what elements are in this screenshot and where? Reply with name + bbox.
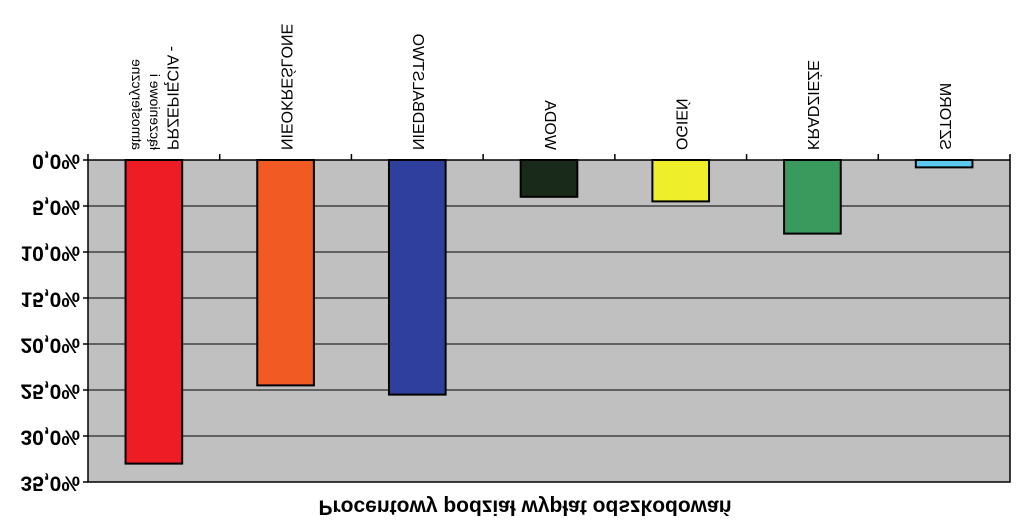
bar xyxy=(124,158,184,465)
y-tick-label: 20,0% xyxy=(20,333,80,356)
x-tick-label-line: atmosferyczne xyxy=(129,59,145,150)
x-tick-label-line: PRZEPIĘCIA - xyxy=(164,46,181,150)
x-tick-label: WODA xyxy=(541,100,558,150)
y-tick-label: 0,0% xyxy=(32,149,80,172)
y-tick-label: 35,0% xyxy=(20,471,80,494)
x-tick-label-line: OGIEŃ xyxy=(672,98,691,150)
x-tick-label-line: KRADZIEŻE xyxy=(804,60,823,150)
y-tick-label: 10,0% xyxy=(20,241,80,264)
gridlines xyxy=(87,154,1011,437)
bar xyxy=(519,158,579,198)
x-tick-label-line: WODA xyxy=(541,100,558,150)
x-tick-label: OGIEŃ xyxy=(672,98,691,150)
y-tick-label: 15,0% xyxy=(20,287,80,310)
plot-area xyxy=(87,159,1011,483)
x-tick-label: NIEOKREŚLONE xyxy=(277,24,296,150)
x-tick-label: KRADZIEŻE xyxy=(804,60,823,150)
x-tick-label-line: łączeniowe i xyxy=(147,74,163,150)
bar xyxy=(914,158,974,169)
y-tick-label: 25,0% xyxy=(20,379,80,402)
x-tick-label: SZTORM xyxy=(936,83,953,150)
y-axis: 0,0% 5,0% 10,0% 15,0% 20,0% 25,0% 30,0% 35,0% xyxy=(20,149,88,494)
y-tick-label: 5,0% xyxy=(32,195,80,218)
x-tick-label-line: NIEDBALSTWO xyxy=(409,34,426,150)
x-tick-label: NIEDBALSTWO xyxy=(409,34,426,150)
bars xyxy=(124,158,974,465)
bar xyxy=(783,159,842,235)
x-tick-label-line: NIEOKREŚLONE xyxy=(277,24,296,150)
y-tick-label: 30,0% xyxy=(20,425,80,448)
bar xyxy=(387,159,447,396)
x-tick-label-line: SZTORM xyxy=(936,83,953,150)
chart-title: Procentowy podział wypłat odszkodowań xyxy=(318,495,731,518)
bar xyxy=(651,158,711,203)
bar xyxy=(256,159,315,387)
